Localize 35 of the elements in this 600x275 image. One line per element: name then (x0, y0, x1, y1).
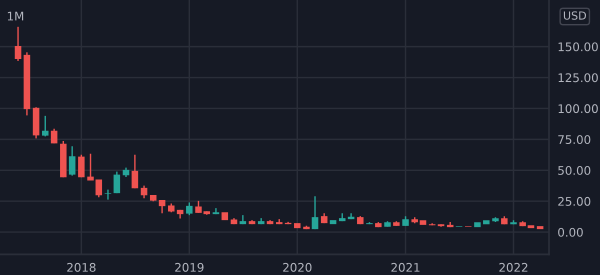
candlestick (50, 128, 58, 144)
text: USD (564, 11, 586, 20)
x-tick-label: 2021 (391, 262, 420, 272)
candlestick (140, 184, 148, 199)
candlestick (78, 154, 85, 178)
y-tick-label: 50.00 (558, 166, 590, 175)
candlestick (483, 220, 490, 224)
candlestick (186, 202, 193, 216)
y-tick-label: 100.00 (558, 104, 598, 114)
candlestick (195, 200, 202, 214)
candlestick (402, 216, 409, 227)
y-tick-label: 25.00 (558, 196, 590, 206)
y-tick-label: 125.00 (558, 73, 598, 82)
y-tick-label: 75.00 (558, 135, 590, 144)
x-tick-label: 2019 (175, 262, 204, 272)
candlestick (14, 26, 22, 62)
candlestick (104, 188, 112, 200)
candlestick (42, 115, 49, 138)
x-tick-label: 2020 (283, 262, 312, 272)
candlestick (114, 170, 120, 194)
text: 1M (8, 12, 24, 20)
x-tick-label: 2022 (499, 262, 528, 272)
candlestick (536, 226, 544, 230)
candlestick (222, 212, 228, 220)
candlestick (132, 154, 138, 189)
candlestick (474, 222, 481, 228)
candlestick (158, 199, 166, 214)
candlestick (294, 223, 301, 228)
candlestick (312, 196, 318, 230)
y-tick-label: 0.00 (558, 228, 583, 237)
candlestick (330, 220, 336, 224)
y-tick-label: 150.00 (558, 42, 598, 52)
x-tick-label: 2018 (67, 262, 96, 272)
candlestick (122, 166, 130, 178)
candlestick (68, 146, 76, 176)
